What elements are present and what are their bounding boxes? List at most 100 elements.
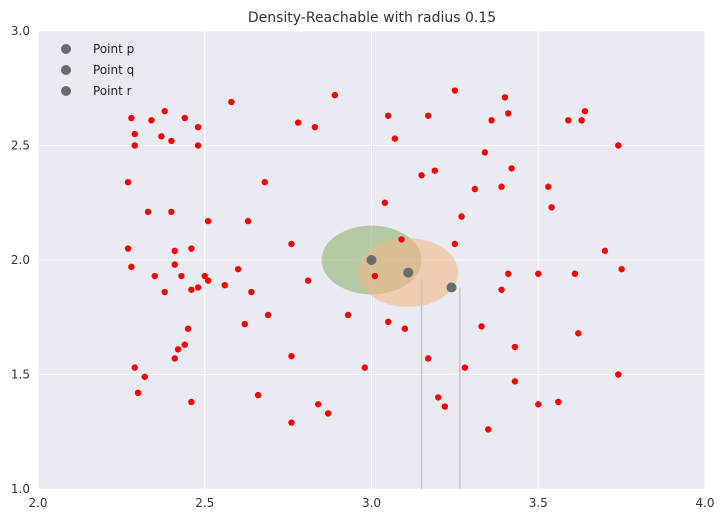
data-point bbox=[241, 320, 248, 328]
data-point bbox=[168, 208, 175, 216]
data-point bbox=[458, 213, 465, 220]
data-point bbox=[501, 94, 509, 101]
data-point bbox=[505, 270, 512, 277]
data-point bbox=[201, 272, 208, 280]
data-point bbox=[575, 330, 582, 337]
data-point bbox=[261, 178, 268, 186]
y-tick-label: 3.0 bbox=[11, 24, 30, 38]
y-tick-label: 1.0 bbox=[11, 482, 30, 496]
data-point bbox=[171, 355, 178, 362]
data-point bbox=[508, 165, 515, 172]
data-point bbox=[384, 112, 392, 119]
data-point bbox=[398, 236, 405, 243]
data-point bbox=[571, 270, 579, 277]
data-point bbox=[144, 208, 152, 216]
data-point bbox=[498, 183, 505, 190]
data-point bbox=[471, 185, 479, 193]
data-point bbox=[134, 389, 142, 397]
data-point bbox=[168, 137, 175, 145]
legend: Point p Point q Point r bbox=[61, 42, 134, 98]
data-point bbox=[485, 426, 492, 433]
data-point bbox=[194, 284, 202, 291]
data-point bbox=[548, 204, 555, 211]
legend-marker bbox=[61, 44, 71, 54]
data-point bbox=[344, 311, 352, 319]
data-point bbox=[615, 371, 622, 378]
data-point bbox=[391, 135, 399, 142]
legend-label: Point r bbox=[93, 84, 132, 98]
data-point bbox=[481, 149, 489, 156]
data-point bbox=[234, 265, 242, 273]
data-point bbox=[161, 107, 168, 115]
x-tick-label: 3.5 bbox=[529, 496, 548, 510]
data-point bbox=[221, 281, 228, 289]
data-point bbox=[128, 263, 135, 271]
data-point bbox=[248, 288, 255, 296]
data-point bbox=[161, 288, 168, 296]
data-point bbox=[181, 114, 188, 122]
data-point bbox=[158, 133, 165, 140]
data-point bbox=[511, 343, 519, 351]
legend-marker bbox=[61, 86, 71, 96]
data-point bbox=[174, 346, 182, 353]
data-point bbox=[331, 91, 339, 99]
data-point bbox=[381, 199, 389, 206]
data-point bbox=[254, 391, 262, 399]
data-point bbox=[194, 123, 202, 131]
data-point bbox=[418, 172, 425, 179]
data-point bbox=[188, 245, 195, 252]
data-point bbox=[441, 403, 449, 410]
x-tick-label: 4.0 bbox=[695, 496, 714, 510]
data-point bbox=[314, 401, 322, 408]
point-r bbox=[446, 282, 457, 293]
data-point bbox=[294, 119, 302, 126]
data-point bbox=[384, 318, 392, 326]
data-point bbox=[128, 114, 135, 122]
data-point bbox=[194, 142, 202, 149]
data-point bbox=[435, 394, 442, 401]
data-point bbox=[181, 341, 188, 348]
data-point bbox=[288, 352, 295, 360]
data-point bbox=[478, 323, 485, 330]
legend-marker bbox=[61, 65, 71, 75]
data-point bbox=[461, 364, 469, 371]
data-point bbox=[151, 272, 158, 280]
data-point bbox=[535, 401, 542, 408]
y-tick-label: 2.5 bbox=[11, 139, 30, 153]
x-tick-label: 2.0 bbox=[28, 496, 47, 510]
point-q bbox=[403, 267, 414, 278]
data-point bbox=[431, 167, 439, 174]
data-point bbox=[618, 265, 625, 273]
data-point bbox=[324, 410, 332, 417]
y-tick-label: 1.5 bbox=[11, 368, 30, 382]
data-point bbox=[424, 355, 432, 362]
data-point bbox=[511, 378, 519, 385]
data-point bbox=[555, 398, 562, 406]
data-point bbox=[288, 240, 295, 248]
data-point bbox=[131, 130, 138, 138]
legend-label: Point p bbox=[93, 42, 134, 56]
data-point bbox=[188, 398, 195, 406]
data-point bbox=[581, 107, 589, 115]
data-point bbox=[371, 272, 379, 280]
data-point bbox=[451, 240, 459, 248]
data-point bbox=[244, 217, 252, 225]
data-point bbox=[124, 245, 132, 252]
point-p bbox=[366, 255, 377, 265]
data-point bbox=[311, 123, 319, 131]
legend-label: Point q bbox=[93, 63, 134, 77]
data-point bbox=[304, 277, 312, 284]
data-point bbox=[148, 117, 155, 124]
data-point bbox=[178, 272, 185, 280]
data-point bbox=[535, 270, 542, 277]
data-point bbox=[131, 364, 138, 371]
data-point bbox=[615, 142, 622, 149]
data-point bbox=[505, 110, 512, 117]
data-point bbox=[184, 325, 192, 332]
data-point bbox=[361, 364, 369, 371]
chart-title: Density-Reachable with radius 0.15 bbox=[248, 10, 496, 26]
data-point bbox=[264, 311, 272, 319]
x-tick-label: 3.0 bbox=[362, 496, 381, 510]
data-point bbox=[204, 217, 212, 225]
